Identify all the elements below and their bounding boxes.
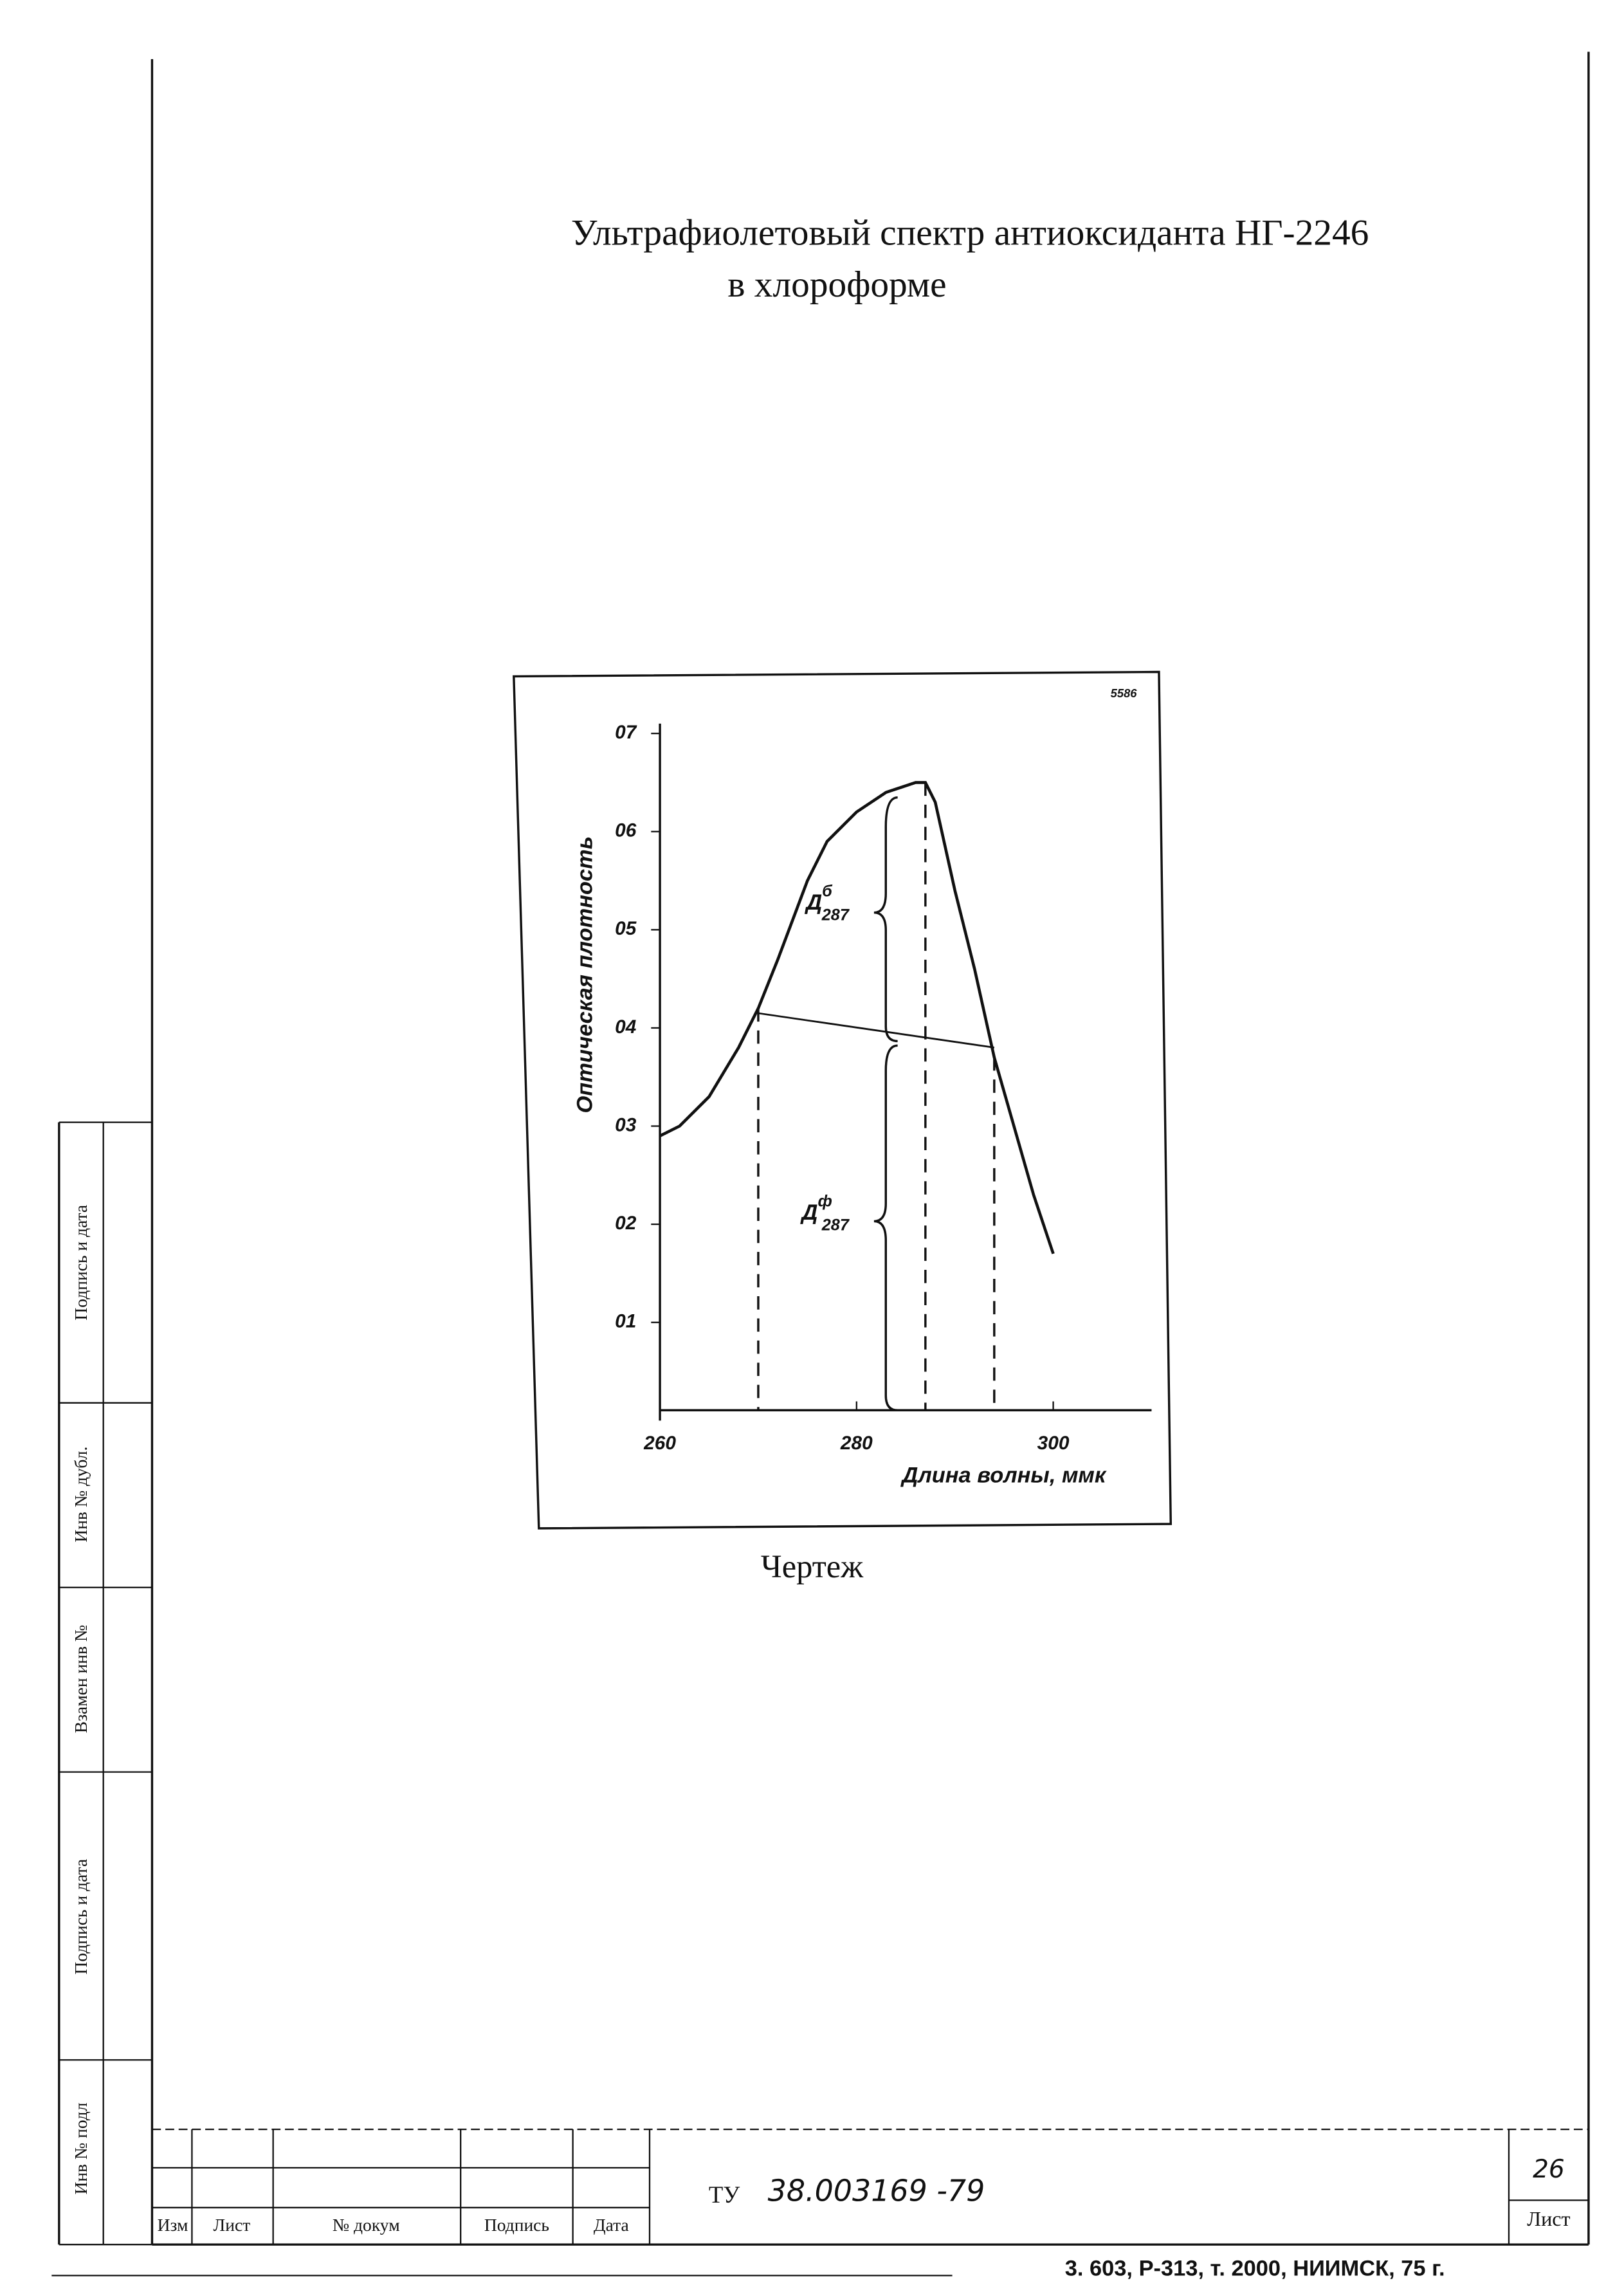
stamp-label: Взамен инв № xyxy=(71,1625,91,1733)
side-stamp: Инв № подл Подпись и дата Взамен инв № И… xyxy=(58,1121,152,2246)
x-tick-label: 280 xyxy=(840,1433,873,1454)
column-label: Подпись xyxy=(484,2215,549,2235)
y-axis-label: Оптическая плотность xyxy=(572,836,597,1114)
x-tick-label: 260 xyxy=(643,1433,676,1454)
column-label: Дата xyxy=(594,2215,629,2235)
title-line: в хлороформе xyxy=(727,264,946,305)
footer: 3. 603, Р-313, т. 2000, НИИМСК, 75 г. xyxy=(1065,2256,1445,2280)
stamp-label: Инв № дубл. xyxy=(71,1447,91,1543)
chart-frame xyxy=(513,670,1172,1530)
annotation-sub: 287 xyxy=(821,906,850,924)
column-label: Лист xyxy=(214,2215,251,2235)
y-tick-label: 03 xyxy=(615,1114,637,1135)
column-label: Изм xyxy=(158,2215,188,2235)
annotation: Дб 287 xyxy=(804,882,850,924)
caption: Чертеж xyxy=(761,1548,864,1584)
column-label: № докум xyxy=(333,2215,400,2235)
x-axis-label: Длина волны, ммк xyxy=(900,1463,1106,1488)
annotation: Дф 287 xyxy=(800,1192,850,1234)
title-line: Ультрафиолетовый спектр антиоксиданта НГ… xyxy=(571,213,1369,253)
y-tick-label: 01 xyxy=(615,1311,636,1332)
y-tick-label: 07 xyxy=(615,722,637,743)
stamp-label: Подпись и дата xyxy=(71,1205,91,1321)
sheet-number: 26 xyxy=(1533,2155,1565,2184)
y-tick-label: 05 xyxy=(615,918,637,939)
brace xyxy=(873,1044,898,1411)
y-tick-label: 06 xyxy=(615,820,637,841)
annotation-sup: ф xyxy=(817,1192,832,1210)
annotation-label: Д xyxy=(804,890,822,915)
y-tick-label: 02 xyxy=(615,1213,637,1234)
annotation-sup: б xyxy=(822,882,833,900)
x-tick-label: 300 xyxy=(1037,1433,1070,1454)
sheet-label: Лист xyxy=(1527,2207,1570,2230)
y-tick-label: 04 xyxy=(615,1016,637,1038)
stamp-label: Инв № подл xyxy=(71,2102,91,2194)
code-prefix: ТУ xyxy=(709,2181,740,2208)
annotation-label: Д xyxy=(800,1200,818,1225)
title-block: Изм Лист № докум Подпись Дата ТУ 38.0031… xyxy=(152,2129,1589,2246)
spectrum-line xyxy=(659,781,1055,1254)
stamp-label: Подпись и дата xyxy=(71,1859,91,1975)
baseline xyxy=(758,1012,995,1049)
chart-stamp: 5586 xyxy=(1111,686,1138,700)
annotation-sub: 287 xyxy=(821,1216,850,1234)
document-code: 38.003169 -79 xyxy=(768,2173,985,2208)
brace xyxy=(873,796,898,1043)
